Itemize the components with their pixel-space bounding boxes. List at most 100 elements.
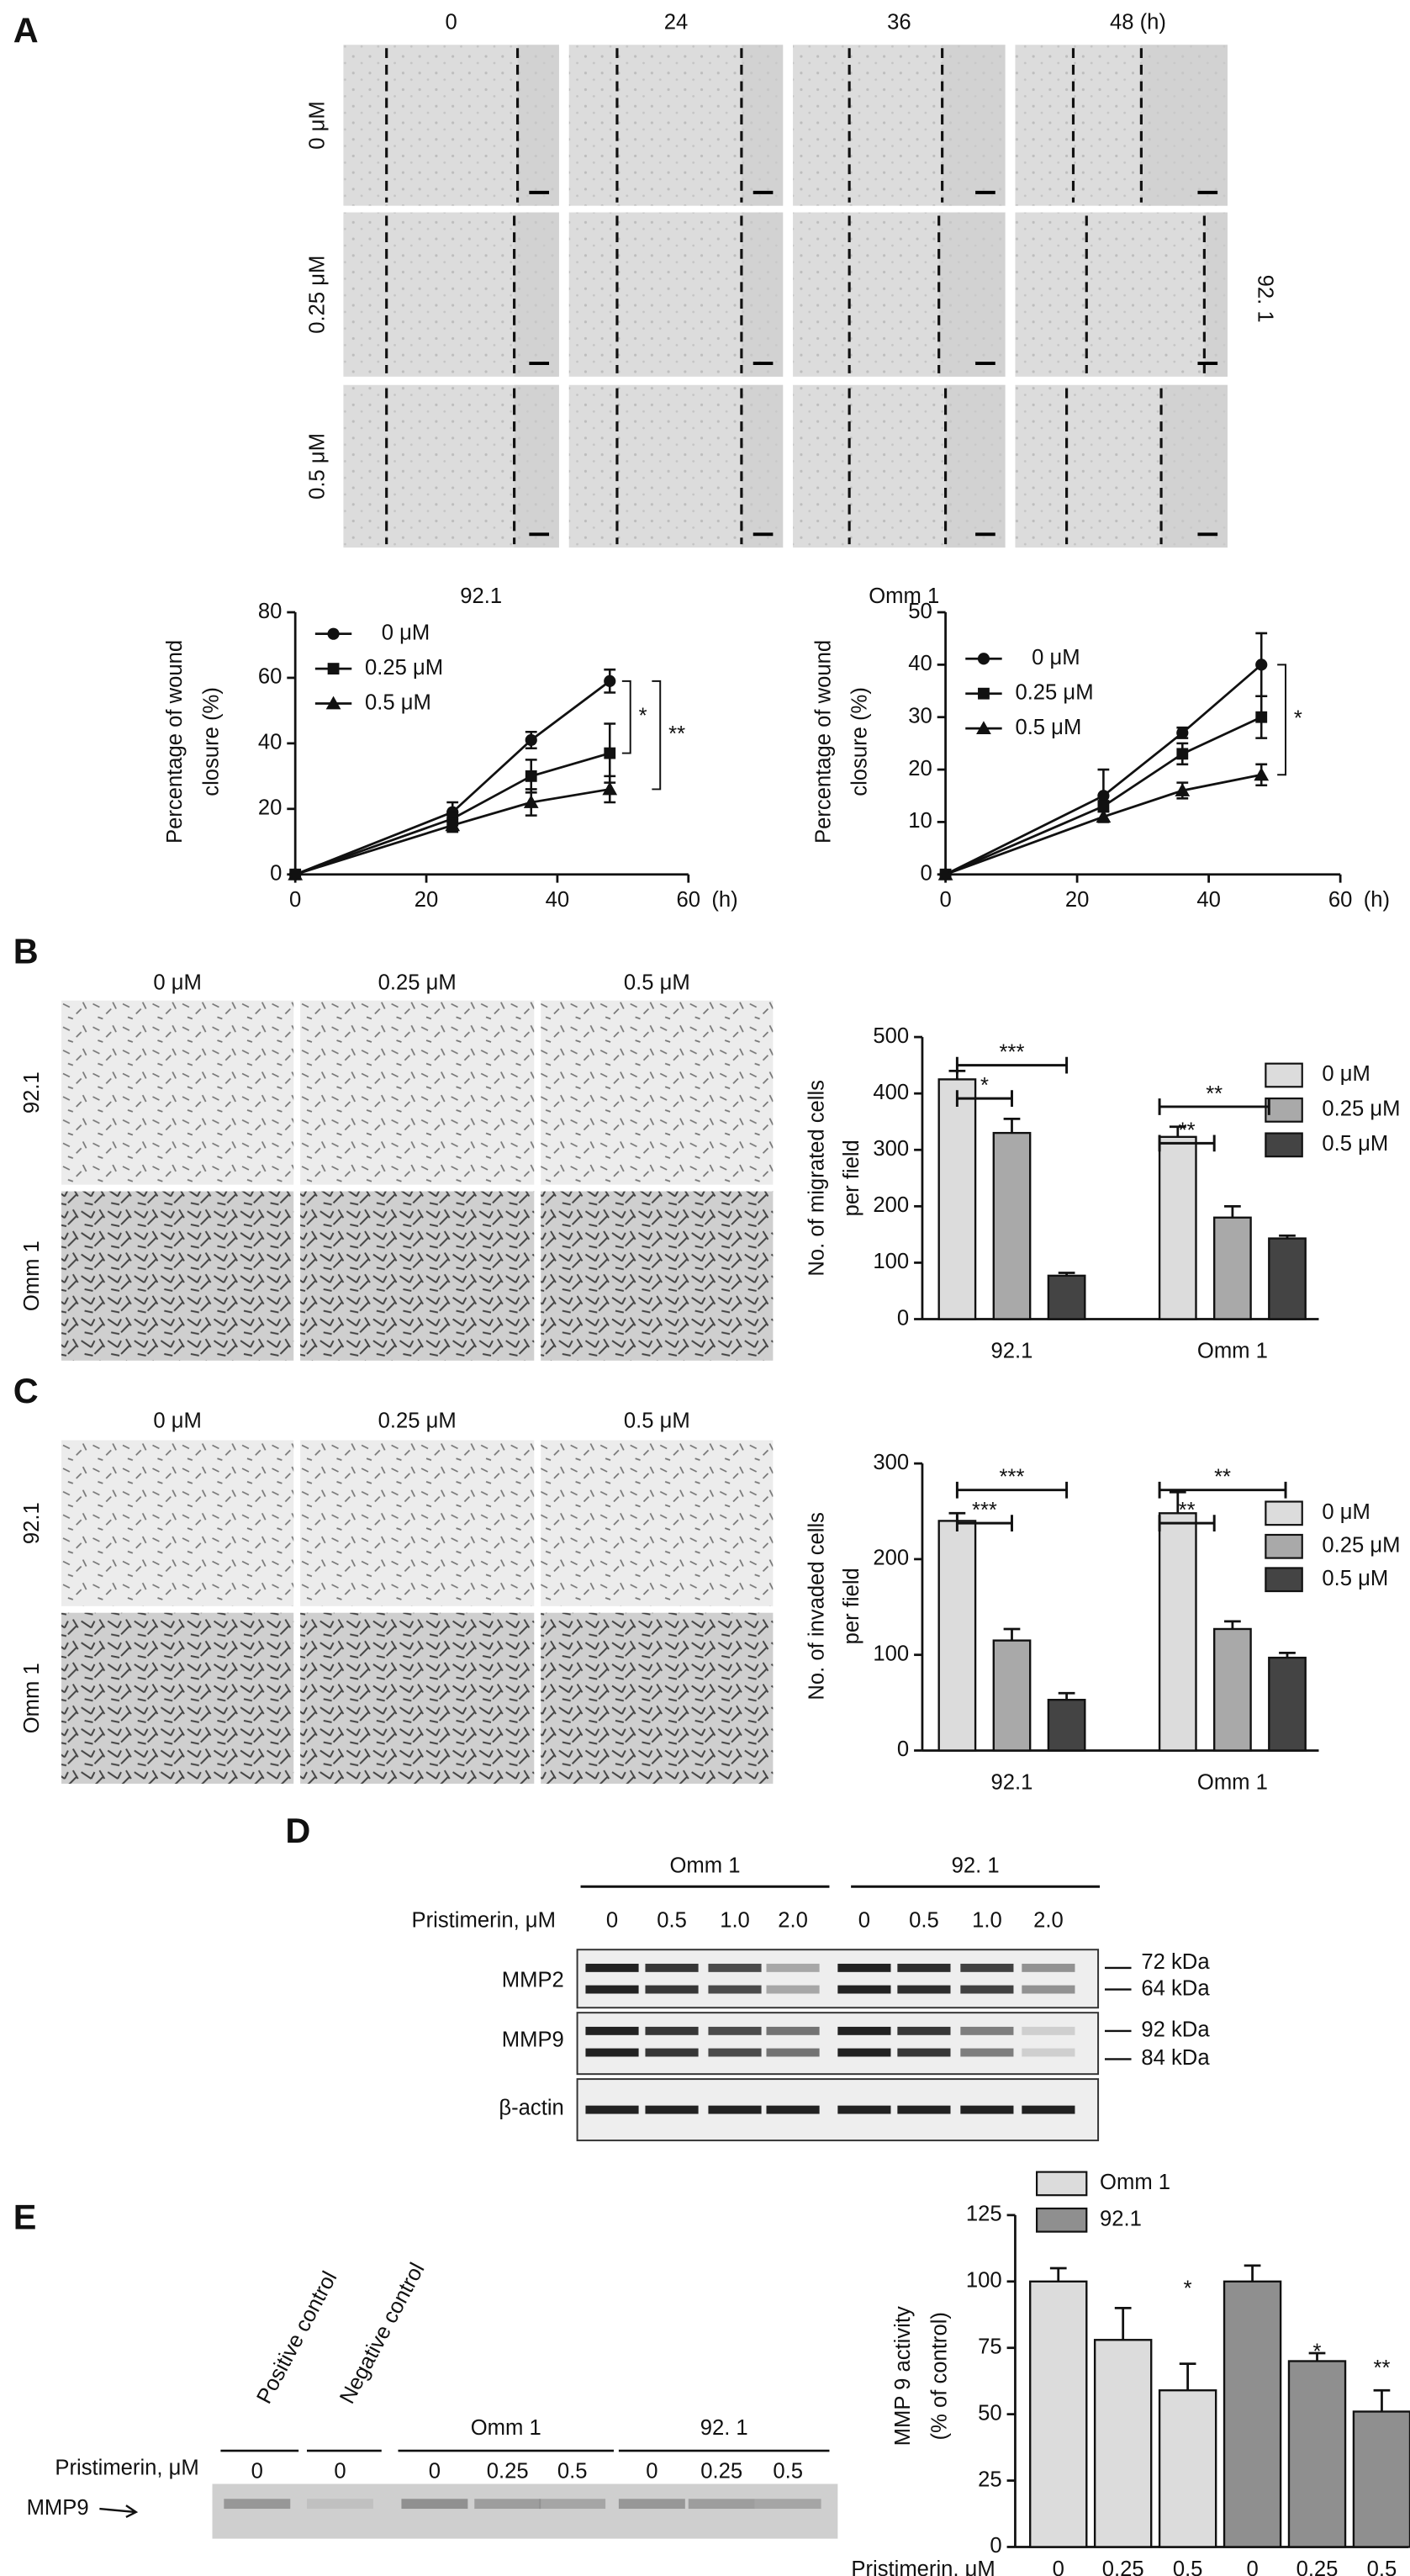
significance-label: ** xyxy=(668,722,685,746)
significance-label: * xyxy=(980,1074,989,1098)
lane-label: 2.0 xyxy=(778,1908,808,1932)
marker xyxy=(937,866,953,881)
band xyxy=(897,2048,951,2057)
size-label: 64 kDa xyxy=(1141,1976,1210,2000)
band xyxy=(1022,1985,1075,1994)
bar xyxy=(1268,1656,1307,1752)
legend-label: 0 μM xyxy=(1032,646,1080,669)
y-tick-label: 20 xyxy=(258,796,283,820)
x-tick-label: 0.25 xyxy=(1296,2557,1339,2576)
legend-swatch xyxy=(1265,1567,1303,1593)
legend-swatch xyxy=(1265,1098,1303,1123)
band xyxy=(585,1985,639,1994)
band xyxy=(1022,2026,1075,2035)
marker xyxy=(1255,659,1268,671)
significance-bracket xyxy=(1158,1135,1216,1152)
dose-label: 0.5 μM xyxy=(306,433,330,500)
bar xyxy=(937,1078,977,1320)
y-tick-label: 40 xyxy=(258,731,283,754)
y-axis-label: closure (%) xyxy=(199,687,223,796)
band xyxy=(897,2105,951,2114)
y-tick-label: 100 xyxy=(873,1642,909,1665)
error-bar xyxy=(1179,2362,1196,2391)
blot xyxy=(576,1949,1100,2009)
x-axis-label: Pristimerin, μM xyxy=(851,2557,995,2576)
y-tick-label: 0 xyxy=(897,1306,909,1330)
lane-label: 1.0 xyxy=(972,1908,1002,1932)
y-tick-label: 100 xyxy=(873,1250,909,1273)
treatment-label: Pristimerin, μM xyxy=(55,2457,198,2480)
lane-label: 0.25 xyxy=(487,2459,529,2483)
error-bar xyxy=(1049,2267,1067,2282)
lane-label: 0.5 xyxy=(657,1908,687,1932)
line xyxy=(294,680,611,876)
significance-label: * xyxy=(1313,2340,1322,2363)
error-bar xyxy=(1114,2306,1132,2341)
band xyxy=(708,2026,762,2035)
significance-bracket xyxy=(955,1481,1069,1499)
x-tick-label: 20 xyxy=(415,888,439,912)
dose-label: 0.25 μM xyxy=(378,1410,457,1433)
panel-label: A xyxy=(13,10,39,50)
x-tick-label: 0 xyxy=(1246,2557,1258,2576)
band xyxy=(401,2499,468,2510)
significance-label: ** xyxy=(1179,1499,1196,1522)
marker xyxy=(288,866,304,881)
micrograph xyxy=(300,1612,535,1784)
y-axis-label: No. of migrated cells xyxy=(805,1080,828,1277)
gel xyxy=(212,2483,838,2539)
y-tick-label: 100 xyxy=(966,2269,1002,2293)
bar xyxy=(992,1639,1032,1752)
marker xyxy=(977,653,990,665)
marker xyxy=(1097,790,1110,802)
significance-label: * xyxy=(1184,2277,1192,2300)
micrograph xyxy=(1015,212,1228,377)
y-tick-label: 300 xyxy=(873,1137,909,1161)
cell-area xyxy=(514,384,559,548)
band xyxy=(1022,2105,1075,2114)
control-label: Negative control xyxy=(335,2259,430,2408)
dose-label: 0.25 μM xyxy=(306,256,330,334)
band xyxy=(585,1963,639,1972)
marker xyxy=(523,795,539,808)
error-bar xyxy=(1224,1620,1241,1629)
cell-line-label: Omm 1 xyxy=(20,1663,44,1733)
band xyxy=(224,2499,291,2510)
significance-bracket xyxy=(1158,1481,1287,1499)
legend-swatch xyxy=(1036,2171,1088,2197)
significance-bracket xyxy=(955,1056,1069,1074)
x-tick-label: Omm 1 xyxy=(1197,1340,1268,1363)
micrograph xyxy=(61,1191,294,1361)
panel-label: B xyxy=(13,931,39,971)
cell-line-label: Omm 1 xyxy=(20,1240,44,1311)
band xyxy=(754,2499,821,2510)
band xyxy=(837,2105,891,2114)
group-label: 92. 1 xyxy=(952,1854,1000,1877)
treatment-label: Pristimerin, μM xyxy=(412,1908,556,1932)
cell-area xyxy=(517,45,559,206)
y-tick-label: 500 xyxy=(873,1024,909,1048)
x-tick-label: 40 xyxy=(546,888,570,912)
marker xyxy=(1254,767,1270,781)
group-label: Omm 1 xyxy=(471,2416,541,2440)
band xyxy=(645,2026,699,2035)
legend-label: 0.25 μM xyxy=(1015,680,1093,704)
marker xyxy=(604,674,616,687)
micrograph xyxy=(61,1000,294,1185)
y-axis-label: (% of control) xyxy=(927,2312,951,2440)
marker xyxy=(1175,783,1191,796)
y-tick-label: 400 xyxy=(873,1081,909,1104)
band xyxy=(618,2499,685,2510)
legend-label: 0 μM xyxy=(1322,1062,1370,1086)
micrograph xyxy=(61,1440,294,1606)
line xyxy=(944,664,1263,875)
lane-label: 0 xyxy=(429,2459,441,2483)
bar xyxy=(1268,1237,1307,1320)
legend-swatch xyxy=(1265,1062,1303,1088)
line xyxy=(945,773,1262,876)
legend-label: 0 μM xyxy=(1322,1500,1370,1524)
cell-area xyxy=(945,384,1006,548)
y-tick-label: 0 xyxy=(990,2534,1001,2557)
band xyxy=(645,1963,699,1972)
lane-label: 0.5 xyxy=(557,2459,588,2483)
